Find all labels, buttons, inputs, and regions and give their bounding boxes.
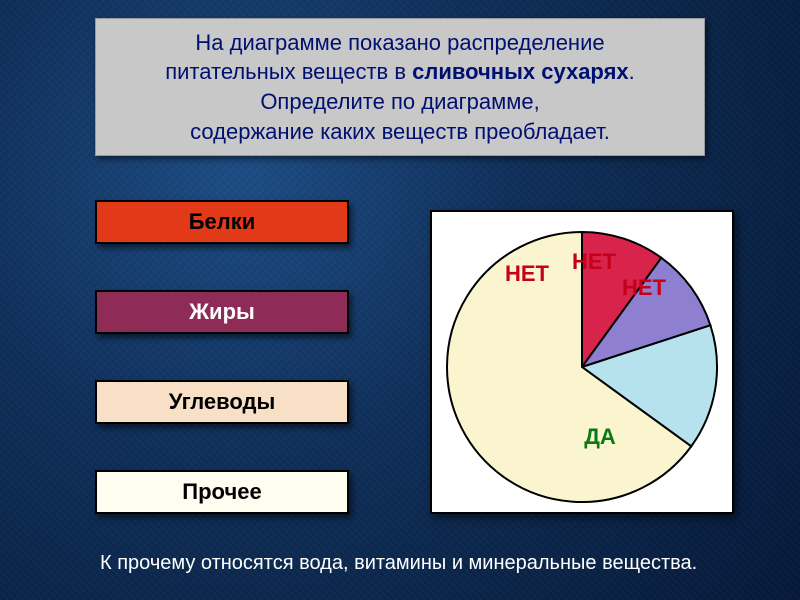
title-line4: содержание каких веществ преобладает. xyxy=(190,119,610,144)
answer-button-label: Прочее xyxy=(182,479,261,505)
title-line2-pre: питательных веществ в xyxy=(165,59,412,84)
title-line3: Определите по диаграмме, xyxy=(260,89,539,114)
answer-button-жиры[interactable]: Жиры xyxy=(95,290,349,334)
answer-button-белки[interactable]: Белки xyxy=(95,200,349,244)
title-text: На диаграмме показано распределение пита… xyxy=(165,28,635,147)
title-box: На диаграмме показано распределение пита… xyxy=(95,18,705,156)
title-line2-post: . xyxy=(629,59,635,84)
footnote: К прочему относятся вода, витамины и мин… xyxy=(100,552,697,575)
answer-button-прочее[interactable]: Прочее xyxy=(95,470,349,514)
answer-button-label: Белки xyxy=(189,209,256,235)
pie-chart-svg xyxy=(432,212,732,512)
answer-button-углеводы[interactable]: Углеводы xyxy=(95,380,349,424)
pie-chart-box: НЕТНЕТНЕТДА xyxy=(430,210,734,514)
answer-button-label: Углеводы xyxy=(169,389,276,415)
title-line2-bold: сливочных сухарях xyxy=(412,59,629,84)
title-line1: На диаграмме показано распределение xyxy=(195,30,604,55)
answer-button-label: Жиры xyxy=(189,299,255,325)
